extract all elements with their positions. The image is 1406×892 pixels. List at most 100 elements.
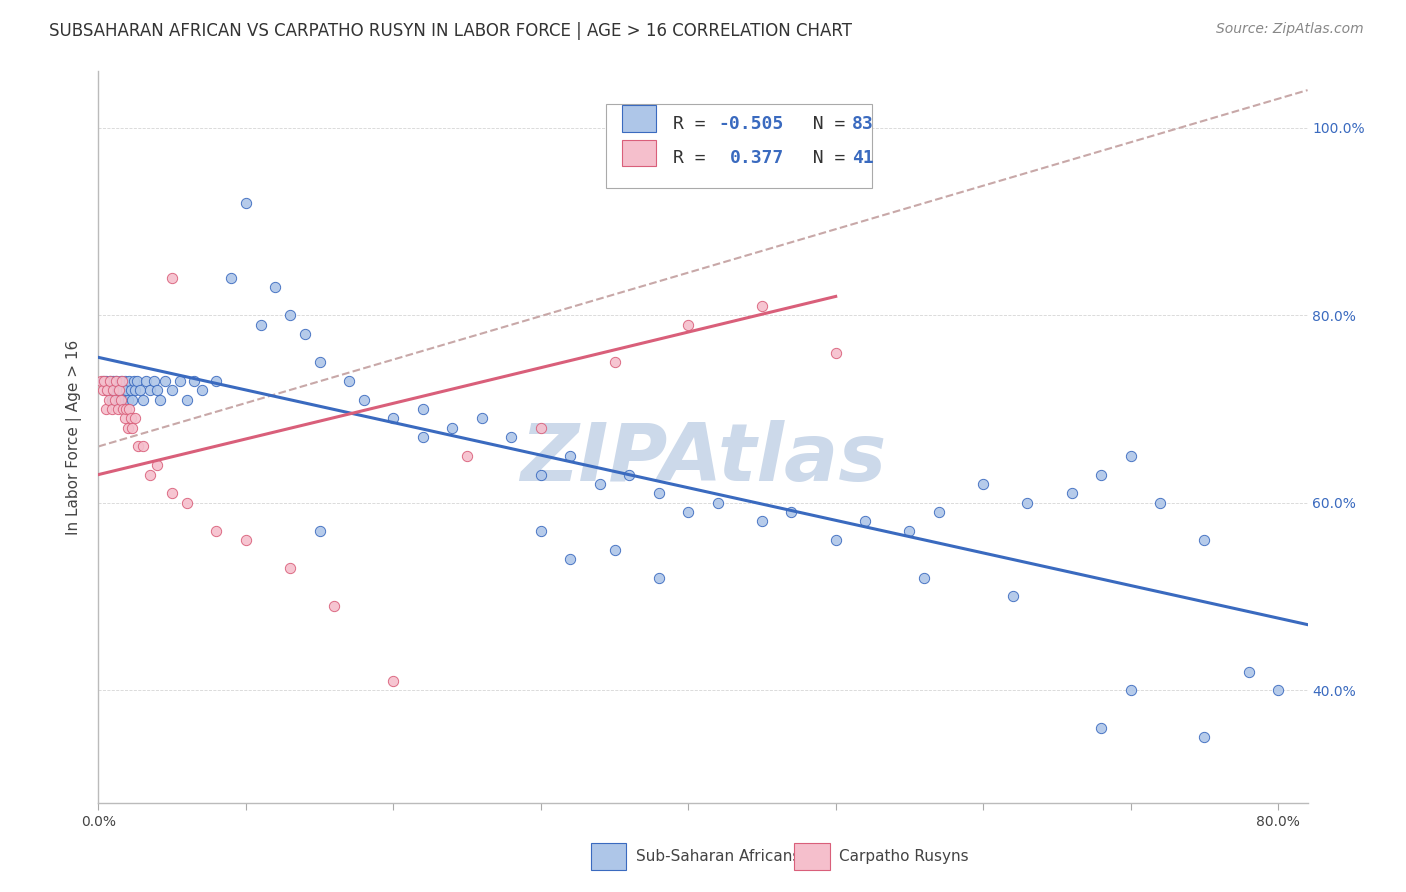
Point [90,374,112,388]
Point [912,571,935,585]
Point [100,401,122,416]
Point [382,411,405,425]
Point [139,383,162,397]
Point [108,392,131,407]
Point [110,392,132,407]
Point [603,542,626,557]
Point [190,383,212,397]
Point [104,383,127,397]
Point [176,496,198,510]
Point [143,374,166,388]
Point [110,374,132,388]
Point [249,318,271,332]
Point [94,401,117,416]
Text: Carpatho Rusyns: Carpatho Rusyns [839,849,969,863]
Point [205,374,228,388]
Point [105,374,128,388]
Point [1060,486,1083,500]
Point [111,383,134,397]
Point [441,420,464,434]
Point [91,383,114,397]
Point [1090,467,1112,482]
Point [1194,533,1216,548]
Point [115,383,138,397]
Text: 0.377: 0.377 [730,149,785,167]
Point [219,270,242,285]
Point [751,299,773,313]
Point [824,533,846,548]
Point [648,571,671,585]
Point [780,505,803,519]
Text: N =: N = [792,115,856,133]
Point [135,374,157,388]
Point [278,561,301,575]
Point [160,486,183,500]
Point [1001,590,1024,604]
Point [96,383,118,397]
Point [153,374,176,388]
Point [128,383,150,397]
Point [706,496,728,510]
Point [118,401,141,416]
Point [619,467,641,482]
Point [382,673,405,688]
Point [96,383,118,397]
Point [97,392,120,407]
Point [169,374,191,388]
Text: R =: R = [672,115,716,133]
Point [501,430,523,444]
Point [107,383,129,397]
Point [124,411,146,425]
Point [117,420,139,434]
Point [678,505,700,519]
Point [337,374,360,388]
Point [146,383,169,397]
Point [114,411,136,425]
Point [235,533,257,548]
Point [111,374,134,388]
Point [104,392,127,407]
Point [160,270,183,285]
Point [323,599,346,613]
Point [751,515,773,529]
Point [105,374,128,388]
Point [353,392,375,407]
Text: N =: N = [792,149,856,167]
Point [107,401,129,416]
Point [131,440,153,454]
Point [146,458,169,473]
Point [530,420,553,434]
Point [1119,449,1142,463]
FancyBboxPatch shape [621,140,655,167]
Point [101,383,124,397]
Text: ZIPAtlas: ZIPAtlas [520,420,886,498]
Point [235,195,257,210]
Point [294,326,316,341]
Point [176,392,198,407]
Point [1194,730,1216,744]
Point [183,374,205,388]
Point [1149,496,1171,510]
Point [98,374,121,388]
Point [278,308,301,322]
Point [125,374,148,388]
Point [100,392,122,407]
Point [139,467,162,482]
Point [264,280,287,294]
Point [412,401,434,416]
Point [94,374,117,388]
Point [1017,496,1039,510]
Point [160,383,183,397]
Point [603,355,626,369]
Point [589,477,612,491]
Point [122,374,145,388]
Point [98,374,121,388]
Point [112,392,135,407]
Point [1119,683,1142,698]
Point [131,392,153,407]
FancyBboxPatch shape [606,104,872,188]
Point [308,355,330,369]
Point [456,449,478,463]
Text: 83: 83 [852,115,873,133]
Point [928,505,950,519]
